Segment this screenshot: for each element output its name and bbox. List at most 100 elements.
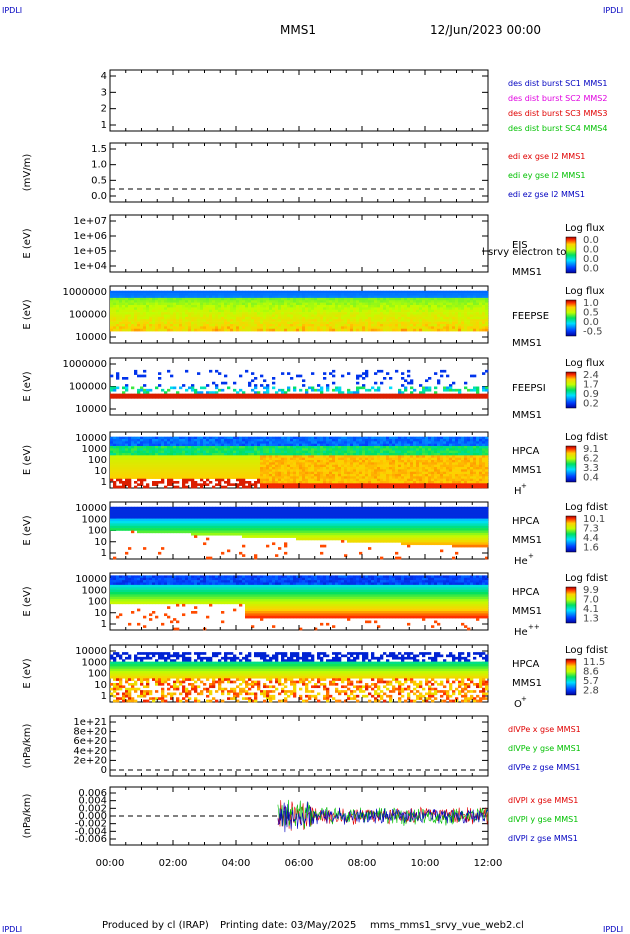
ytick-label: 100 (88, 526, 107, 537)
panel-frame (109, 69, 489, 132)
time-tick-marks (109, 573, 489, 630)
instrument-label: HPCA (512, 659, 540, 670)
x-tick-label: 02:00 (159, 858, 188, 869)
panels-group: 4 3 2 1 des dist burst SC1 MMS1 des dist burs… (22, 69, 608, 869)
ytick-label: 100000 (69, 382, 107, 393)
colorbar (565, 371, 577, 409)
ytick-label: 0.004 (78, 796, 107, 807)
ytick-label: 100 (88, 597, 107, 608)
instrument-label: HPCA (512, 587, 540, 598)
time-tick-marks (109, 215, 489, 272)
species-charge: ++ (528, 623, 540, 631)
ytick-label: 1.0 (91, 160, 107, 171)
colorbar (565, 658, 577, 696)
x-tick-label: 04:00 (222, 858, 251, 869)
time-tick-marks (109, 716, 489, 776)
spacecraft-label: MMS1 (512, 338, 542, 349)
legend-entry: dlVPe y gse MMS1 (508, 744, 581, 753)
instrument-label: FEEPSE (512, 311, 549, 322)
ytick-label: 0 (101, 765, 107, 776)
x-tick-label: 08:00 (348, 858, 377, 869)
legend-entry: dlVPl x gse MMS1 (508, 796, 578, 805)
panel-frame (109, 142, 489, 203)
colorbar-title: Log flux (565, 358, 605, 369)
colorbar-tick: 8.6 (583, 667, 599, 678)
ytick-label: 1000 (82, 585, 107, 596)
y-axis-label: (mV/m) (22, 154, 33, 192)
time-tick-marks (109, 502, 489, 559)
ytick-label: 10 (94, 608, 107, 619)
legend-entry: des dist burst SC3 MMS3 (508, 109, 607, 118)
ytick-label: 1e+06 (73, 231, 107, 242)
footer-script-name: mms_mms1_srvy_vue_web2.cl (370, 920, 524, 931)
ytick-label: 1 (101, 477, 107, 488)
spectrogram-feepsi (110, 369, 489, 399)
ytick-label: 1 (101, 548, 107, 559)
panel-burst: 4 3 2 1 des dist burst SC1 MMS1 des dist burs… (101, 69, 607, 133)
ytick-label: 100000 (69, 310, 107, 321)
ytick-label: 2e+20 (73, 755, 107, 766)
colorbar-tick: 6.2 (583, 454, 599, 465)
colorbar-tick: 4.4 (583, 533, 599, 544)
legend-entry: edi ex gse l2 MMS1 (508, 152, 585, 161)
colorbar-title: Log fdist (565, 645, 608, 656)
colorbar-tick: -0.5 (583, 327, 603, 338)
colorbar-tick: 5.7 (583, 676, 599, 687)
legend-entry: des dist burst SC2 MMS2 (508, 94, 607, 103)
ytick-label: 8e+20 (73, 727, 107, 738)
colorbar-tick: 9.9 (583, 585, 599, 596)
spectrogram-feepse (110, 290, 489, 332)
legend-entry: des dist burst SC1 MMS1 (508, 79, 607, 88)
divpi-traces (277, 799, 488, 833)
ytick-label: 10 (94, 680, 107, 691)
ytick-label: 1.5 (91, 144, 107, 155)
colorbar (565, 299, 577, 337)
y-axis-label: E (eV) (22, 228, 33, 258)
spectrogram-hpca_o (110, 652, 489, 703)
corner-label-top-left: IPDLI (2, 6, 22, 15)
time-tick-marks (109, 645, 489, 702)
colorbar (565, 515, 577, 553)
species-label: H (514, 486, 522, 497)
colorbar-tick: 0.0 (583, 264, 599, 275)
ytick-label: 10000 (75, 433, 107, 444)
colorbar (565, 236, 577, 274)
panel-frame (109, 715, 489, 777)
y-axis-label: E (eV) (22, 299, 33, 329)
footer-printing-date: Printing date: 03/May/2025 (220, 920, 356, 931)
legend-entry: edi ez gse l2 MMS1 (508, 190, 585, 199)
colorbar-tick: 2.8 (583, 686, 599, 697)
y-axis-label: (nPa/km) (22, 724, 33, 769)
x-tick-label: 06:00 (285, 858, 314, 869)
ytick-label: 10000 (75, 332, 107, 343)
panel-edi: 1.5 1.0 0.5 0.0 (mV/m) edi ex gse l2 MMS1 edi … (22, 142, 586, 203)
y-axis-label: E (eV) (22, 371, 33, 401)
corner-label-bottom-right: IPDLI (603, 925, 623, 934)
time-tick-marks (109, 787, 489, 845)
ytick-label: 10 (94, 537, 107, 548)
instrument-label: EIS (512, 240, 528, 251)
x-tick-label: 10:00 (411, 858, 440, 869)
x-tick-label: 00:00 (96, 858, 125, 869)
ytick-label: 1 (101, 120, 107, 131)
colorbar-title: Log flux (565, 286, 605, 297)
spacecraft-label: MMS1 (512, 465, 542, 476)
time-tick-marks (109, 432, 489, 488)
colorbar-tick: 7.0 (583, 595, 599, 606)
colorbar-tick: 7.3 (583, 524, 599, 535)
colorbar (565, 586, 577, 624)
legend-entry: des dist burst SC4 MMS4 (508, 124, 607, 133)
ytick-label: 3 (101, 87, 107, 98)
ytick-label: 1e+07 (73, 216, 107, 227)
y-axis-label: E (eV) (22, 658, 33, 688)
ytick-label: 0.0 (91, 191, 107, 202)
legend-entry: dlVPl z gse MMS1 (508, 834, 578, 843)
ytick-label: 4 (101, 71, 107, 82)
colorbar-title: Log fdist (565, 573, 608, 584)
colorbar-tick: 1.6 (583, 543, 599, 554)
legend-entry: dlVPe z gse MMS1 (508, 763, 580, 772)
ytick-label: 10000 (75, 503, 107, 514)
ytick-label: 1000 (82, 514, 107, 525)
